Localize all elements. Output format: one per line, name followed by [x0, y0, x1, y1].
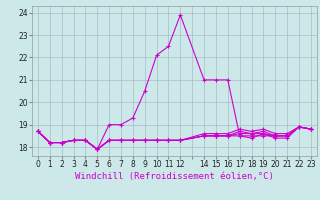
X-axis label: Windchill (Refroidissement éolien,°C): Windchill (Refroidissement éolien,°C): [75, 172, 274, 181]
